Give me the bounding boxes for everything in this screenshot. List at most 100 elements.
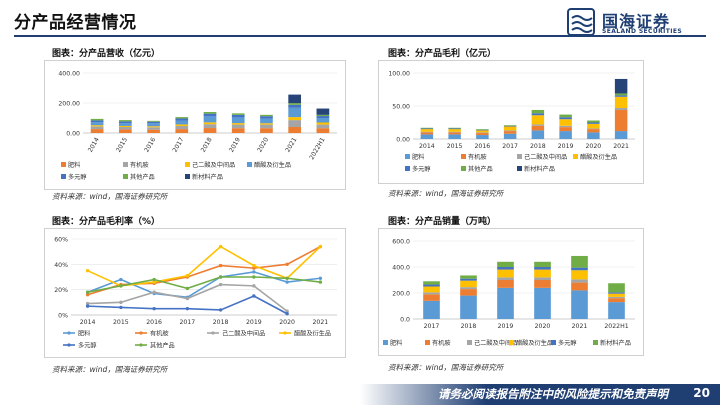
x-tick-label: 2018 — [530, 143, 546, 150]
legend-label: 其他产品 — [150, 342, 175, 350]
chart-gross-profit: 0.00 50.00 100.00 2014 2015 2016 2017 2018 2019 2… — [378, 60, 644, 184]
footer: 请务必阅读报告附注中的风险提示和免责声明 20 — [0, 384, 720, 405]
series-point — [285, 309, 289, 313]
bar-segment — [203, 124, 217, 129]
x-tick-label: 2019 — [246, 319, 262, 326]
series-point — [218, 263, 223, 268]
x-tick-label: 2014 — [87, 136, 101, 153]
bar-segment — [260, 124, 273, 129]
legend-swatch — [551, 340, 556, 345]
y-tick-label: 200.0 — [392, 291, 410, 298]
legend-swatch — [383, 340, 388, 345]
legend-swatch — [61, 174, 66, 179]
bar-segment — [423, 284, 440, 287]
x-tick-label: 2016 — [475, 143, 491, 150]
legend-label: 肥料 — [78, 330, 90, 338]
title-divider — [14, 35, 706, 37]
bar-segment — [608, 292, 625, 294]
bar-segment — [460, 278, 477, 281]
legend-swatch — [509, 340, 514, 345]
bar-segment — [423, 300, 440, 319]
bar-segment — [448, 129, 461, 132]
bar-segment — [423, 292, 440, 295]
bar-segment — [559, 127, 572, 132]
legend-label: 多元醇 — [78, 342, 97, 350]
legend-swatch — [61, 162, 66, 167]
bar-segment — [571, 270, 588, 280]
bar-segment — [203, 128, 217, 133]
bar-segment — [448, 132, 461, 135]
bar-segment — [260, 118, 273, 124]
bar-segment — [316, 108, 330, 115]
bar-segment — [316, 124, 330, 129]
y-tick-label: 0.00 — [66, 131, 80, 138]
bar-segment — [531, 124, 545, 126]
bar-segment — [420, 132, 434, 135]
series-point — [85, 304, 90, 308]
bar-segment — [316, 116, 330, 118]
series-point — [185, 286, 190, 291]
series-point — [285, 262, 289, 267]
bar-segment — [203, 116, 217, 123]
x-tick-label: 2016 — [146, 319, 162, 326]
bar-segment — [503, 126, 517, 131]
legend-label: 己二酸及中间品 — [222, 330, 265, 338]
x-tick-label: 2014 — [419, 143, 435, 150]
x-tick-label: 2017 — [172, 136, 186, 153]
bar-segment — [587, 122, 600, 124]
chart-gross-profit-svg: 0.00 50.00 100.00 2014 2015 2016 2017 2018 2019 2… — [388, 71, 635, 173]
y-tick-label: 400.0 — [392, 265, 410, 272]
y-tick-label: 400.00 — [58, 71, 80, 78]
bar-segment — [288, 120, 302, 127]
legend-swatch — [461, 166, 466, 171]
bar-segment — [608, 283, 625, 293]
bar-segment — [288, 117, 302, 121]
series-point — [85, 301, 90, 306]
series-point — [119, 284, 123, 288]
bar-segment — [460, 289, 477, 296]
legend-label: 多元醇 — [558, 339, 577, 347]
bar-segment — [203, 112, 217, 114]
bar-segment — [608, 302, 625, 319]
x-tick-label: 2022H1 — [308, 136, 326, 161]
series-point — [85, 293, 90, 297]
bar-segment — [147, 127, 160, 130]
legend-label: 醋酸及衍生品 — [294, 330, 331, 338]
chart-volume: 0.0 200.0 400.0 600.0 2017 2018 2019 2020 2021 20… — [378, 228, 644, 356]
bar-segment — [118, 127, 132, 130]
bar-segment — [497, 277, 514, 280]
series-point — [318, 276, 323, 280]
bar-segment — [614, 96, 628, 108]
bar-segment — [316, 122, 330, 125]
series-line — [87, 276, 321, 293]
bar-segment — [476, 129, 489, 131]
bar-segment — [175, 118, 189, 121]
bar-segment — [531, 130, 545, 139]
bar-segment — [231, 113, 245, 115]
legend-label: 醋酸及衍生品 — [516, 339, 553, 347]
x-tick-label: 2018 — [200, 136, 214, 153]
bar-segment — [423, 286, 440, 293]
bar-segment — [614, 95, 628, 97]
series-point — [218, 275, 223, 279]
bar-segment — [559, 119, 572, 126]
bar-segment — [460, 295, 477, 319]
bar-segment — [316, 128, 330, 133]
series-point — [252, 263, 256, 268]
bar-segment — [288, 107, 302, 118]
bar-segment — [288, 127, 302, 133]
legend-marker — [283, 331, 287, 335]
x-tick-label: 2017 — [180, 319, 196, 326]
logo-subtitle: SEALAND SECURITIES — [602, 28, 683, 35]
bar-segment — [420, 129, 434, 132]
bar-segment — [531, 125, 545, 131]
bar-segment — [288, 94, 302, 104]
bar-segment — [559, 117, 572, 120]
bar-segment — [476, 130, 489, 133]
bar-segment — [571, 267, 588, 271]
series-point — [252, 266, 256, 270]
chart-revenue-svg: 0.00 200.00 400.00 2014 2015 2016 2017 2018 2019… — [58, 71, 337, 181]
series-point — [285, 280, 289, 284]
x-tick-label: 2015 — [113, 319, 129, 326]
bar-segment — [90, 126, 104, 130]
